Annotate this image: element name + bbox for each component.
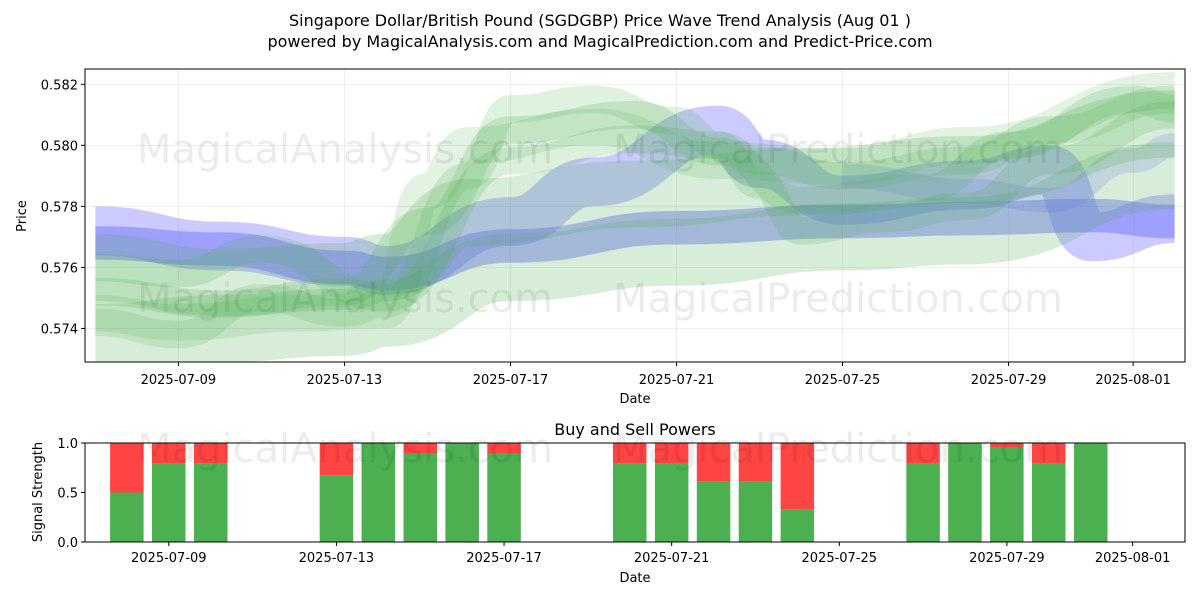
- sell-bar: [487, 443, 521, 454]
- sell-bar: [654, 443, 689, 464]
- price-x-tick-label: 2025-07-21: [639, 373, 715, 388]
- sell-bar: [696, 443, 731, 482]
- buy-bar: [194, 463, 228, 542]
- sell-bar: [906, 443, 940, 464]
- buy-bar: [361, 443, 396, 542]
- price-y-tick-label: 0.574: [41, 322, 78, 337]
- price-plot-frame: [84, 68, 1186, 363]
- buy-sell-bars: [110, 443, 1108, 542]
- sell-bar: [1032, 443, 1066, 464]
- price-wave-bands: [94, 72, 1176, 362]
- price-y-tick-label: 0.582: [41, 78, 78, 93]
- buy-sell-x-tick-label: 2025-07-21: [634, 551, 710, 566]
- sell-bar: [990, 443, 1024, 447]
- buy-sell-x-tick-label: 2025-07-25: [802, 551, 878, 566]
- buy-sell-y-axis-label: Signal Strength: [31, 442, 46, 542]
- buy-bar: [696, 481, 731, 542]
- buy-bar: [445, 443, 479, 542]
- sell-bar: [194, 443, 228, 464]
- sell-bar: [613, 443, 647, 464]
- chart-subtitle: powered by MagicalAnalysis.com and Magic…: [267, 32, 932, 51]
- watermark-mid-left: MagicalAnalysis.com: [137, 276, 553, 322]
- buy-sell-y-tick-label: 1.0: [57, 437, 78, 452]
- buy-sell-y-tick-label: 0.0: [57, 536, 78, 551]
- wave-band-green-5: [95, 85, 1175, 349]
- wave-band-green-3: [94, 90, 1176, 317]
- buy-bar: [319, 475, 354, 542]
- price-wave-panel: MagicalAnalysis.com MagicalPrediction.co…: [15, 68, 1186, 407]
- price-x-tick-label: 2025-08-01: [1095, 373, 1171, 388]
- sell-bar: [110, 443, 144, 493]
- buy-sell-x-axis-label: Date: [619, 571, 650, 586]
- buy-sell-title: Buy and Sell Powers: [554, 420, 716, 439]
- buy-sell-x-tick-label: 2025-08-01: [1095, 551, 1171, 566]
- price-y-tick-label: 0.578: [41, 200, 78, 215]
- price-x-tick-label: 2025-07-13: [307, 373, 383, 388]
- buy-sell-x-tick-label: 2025-07-17: [466, 551, 542, 566]
- watermark-bottom-left: MagicalAnalysis.com: [137, 426, 553, 472]
- watermark-bottom-right: MagicalPrediction.com: [613, 426, 1063, 472]
- price-y-axis-label: Price: [15, 200, 30, 232]
- wave-band-green-8: [95, 72, 1175, 341]
- buy-sell-y-ticks: 0.0 0.5 1.0: [57, 437, 85, 551]
- wave-band-blue-0: [95, 198, 1175, 291]
- price-x-tick-label: 2025-07-09: [141, 373, 217, 388]
- price-y-ticks: 0.574 0.576 0.578 0.580 0.582: [41, 78, 85, 337]
- wave-band-blue-1: [95, 105, 1176, 295]
- price-y-tick-label: 0.580: [41, 139, 78, 154]
- buy-bar: [613, 463, 647, 542]
- wave-band-green-4: [95, 142, 1176, 362]
- wave-band-green-7: [95, 85, 1176, 318]
- wave-band-green-6: [95, 101, 1176, 312]
- price-x-ticks: 2025-07-09 2025-07-13 2025-07-17 2025-07-21…: [141, 362, 1171, 388]
- buy-bar: [948, 443, 982, 542]
- buy-sell-x-ticks: 2025-07-09 2025-07-13 2025-07-17 2025-07-21…: [131, 542, 1170, 566]
- chart-title: Singapore Dollar/British Pound (SGDGBP) …: [289, 11, 911, 30]
- buy-bar: [1032, 463, 1066, 542]
- buy-sell-x-tick-label: 2025-07-29: [969, 551, 1045, 566]
- buy-bar: [780, 509, 815, 542]
- buy-bar: [110, 492, 144, 542]
- sell-bar: [780, 443, 815, 510]
- sell-bar: [403, 443, 437, 454]
- price-y-tick-label: 0.576: [41, 261, 78, 276]
- buy-bar: [738, 481, 773, 542]
- price-x-tick-label: 2025-07-25: [805, 373, 881, 388]
- buy-sell-y-tick-label: 0.5: [57, 487, 78, 502]
- buy-bar: [906, 463, 940, 542]
- buy-bar: [654, 463, 689, 542]
- wave-band-blue-2: [842, 133, 1176, 213]
- price-x-tick-label: 2025-07-29: [971, 373, 1047, 388]
- watermark-top-right: MagicalPrediction.com: [613, 127, 1063, 173]
- sell-bar: [738, 443, 773, 482]
- watermark-mid-right: MagicalPrediction.com: [613, 276, 1063, 322]
- sell-bar: [319, 443, 354, 476]
- buy-sell-panel: Buy and Sell Powers MagicalAnalysis.com …: [31, 420, 1186, 586]
- buy-sell-x-tick-label: 2025-07-09: [131, 551, 207, 566]
- buy-bar: [487, 453, 521, 542]
- watermark-top-left: MagicalAnalysis.com: [137, 127, 553, 173]
- price-x-tick-label: 2025-07-17: [473, 373, 549, 388]
- buy-bar: [403, 453, 437, 542]
- buy-bar: [990, 447, 1024, 542]
- sell-bar: [152, 443, 186, 464]
- buy-bar: [1074, 443, 1108, 542]
- price-grid: [85, 69, 1185, 362]
- buy-sell-x-tick-label: 2025-07-13: [299, 551, 375, 566]
- buy-bar: [152, 463, 186, 542]
- price-x-axis-label: Date: [619, 392, 650, 407]
